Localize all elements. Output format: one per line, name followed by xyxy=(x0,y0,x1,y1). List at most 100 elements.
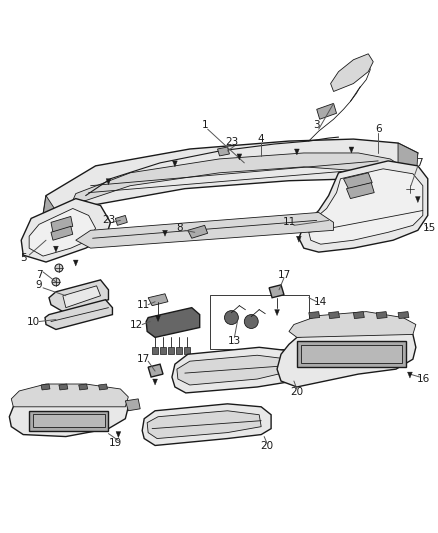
Polygon shape xyxy=(99,384,107,390)
Polygon shape xyxy=(59,384,68,390)
Text: 14: 14 xyxy=(314,297,327,306)
Circle shape xyxy=(406,185,414,192)
Polygon shape xyxy=(188,225,208,238)
Polygon shape xyxy=(41,384,50,390)
Circle shape xyxy=(367,205,379,216)
Polygon shape xyxy=(51,216,73,232)
Polygon shape xyxy=(331,54,373,92)
Polygon shape xyxy=(294,149,299,155)
Text: 4: 4 xyxy=(258,134,265,144)
Text: 20: 20 xyxy=(261,441,274,451)
Polygon shape xyxy=(328,312,339,319)
Polygon shape xyxy=(79,384,88,390)
Polygon shape xyxy=(317,103,336,119)
Polygon shape xyxy=(147,411,261,439)
Polygon shape xyxy=(162,230,167,236)
Polygon shape xyxy=(155,316,160,321)
Text: 19: 19 xyxy=(109,439,122,448)
Polygon shape xyxy=(160,348,166,354)
Text: 1: 1 xyxy=(201,120,208,130)
Text: 15: 15 xyxy=(423,223,436,233)
Polygon shape xyxy=(277,325,416,387)
Polygon shape xyxy=(43,196,61,230)
Polygon shape xyxy=(29,208,95,256)
Polygon shape xyxy=(309,312,320,319)
Polygon shape xyxy=(11,384,128,407)
Polygon shape xyxy=(346,183,374,199)
Polygon shape xyxy=(21,199,110,262)
Polygon shape xyxy=(148,364,163,377)
Circle shape xyxy=(52,278,60,286)
Polygon shape xyxy=(218,147,230,156)
Polygon shape xyxy=(148,294,168,305)
Text: 11: 11 xyxy=(137,300,150,310)
Polygon shape xyxy=(176,348,182,354)
Polygon shape xyxy=(152,348,158,354)
Text: 8: 8 xyxy=(177,223,183,233)
Polygon shape xyxy=(142,404,271,446)
Polygon shape xyxy=(146,308,200,337)
Polygon shape xyxy=(116,432,121,438)
Polygon shape xyxy=(275,310,279,316)
Polygon shape xyxy=(349,147,354,153)
Circle shape xyxy=(225,311,238,325)
Polygon shape xyxy=(43,139,418,219)
Polygon shape xyxy=(153,379,158,385)
Polygon shape xyxy=(29,411,109,431)
Polygon shape xyxy=(398,312,409,319)
Polygon shape xyxy=(416,197,420,203)
Polygon shape xyxy=(63,286,101,308)
Polygon shape xyxy=(299,161,428,252)
Polygon shape xyxy=(289,312,416,337)
Circle shape xyxy=(55,264,63,272)
Text: 3: 3 xyxy=(314,120,320,130)
Polygon shape xyxy=(353,312,364,319)
Polygon shape xyxy=(398,143,418,185)
Polygon shape xyxy=(172,348,304,393)
Circle shape xyxy=(346,183,401,238)
Polygon shape xyxy=(297,341,406,367)
Polygon shape xyxy=(376,312,387,319)
Text: 13: 13 xyxy=(228,336,241,346)
Polygon shape xyxy=(74,260,78,266)
Polygon shape xyxy=(407,372,412,378)
Polygon shape xyxy=(9,389,128,437)
Polygon shape xyxy=(269,285,284,298)
Polygon shape xyxy=(301,345,402,363)
Text: 10: 10 xyxy=(27,317,40,327)
Text: 6: 6 xyxy=(375,124,381,134)
Polygon shape xyxy=(177,356,291,385)
Circle shape xyxy=(357,195,389,227)
Text: 16: 16 xyxy=(417,374,431,384)
Polygon shape xyxy=(125,399,140,411)
Text: 17: 17 xyxy=(137,354,150,364)
Circle shape xyxy=(244,314,258,328)
Text: 7: 7 xyxy=(417,158,423,168)
Text: 5: 5 xyxy=(20,253,27,263)
Polygon shape xyxy=(173,161,177,167)
Text: 12: 12 xyxy=(130,319,143,329)
Polygon shape xyxy=(297,236,301,242)
Polygon shape xyxy=(33,414,105,426)
Polygon shape xyxy=(45,300,113,329)
Polygon shape xyxy=(106,179,111,185)
Polygon shape xyxy=(53,246,58,252)
Text: 20: 20 xyxy=(290,387,304,397)
Polygon shape xyxy=(309,169,423,244)
Polygon shape xyxy=(343,173,372,189)
Text: 9: 9 xyxy=(36,280,42,290)
Text: 17: 17 xyxy=(277,270,291,280)
Polygon shape xyxy=(73,153,403,200)
Polygon shape xyxy=(168,348,174,354)
Text: 7: 7 xyxy=(36,270,42,280)
Polygon shape xyxy=(76,213,334,248)
Text: 11: 11 xyxy=(283,217,296,228)
Text: 23: 23 xyxy=(225,137,238,147)
Text: 23: 23 xyxy=(102,215,115,225)
Polygon shape xyxy=(116,215,127,225)
Polygon shape xyxy=(237,154,242,160)
Polygon shape xyxy=(51,227,73,240)
Polygon shape xyxy=(184,348,190,354)
Polygon shape xyxy=(49,280,109,312)
Bar xyxy=(210,295,309,349)
